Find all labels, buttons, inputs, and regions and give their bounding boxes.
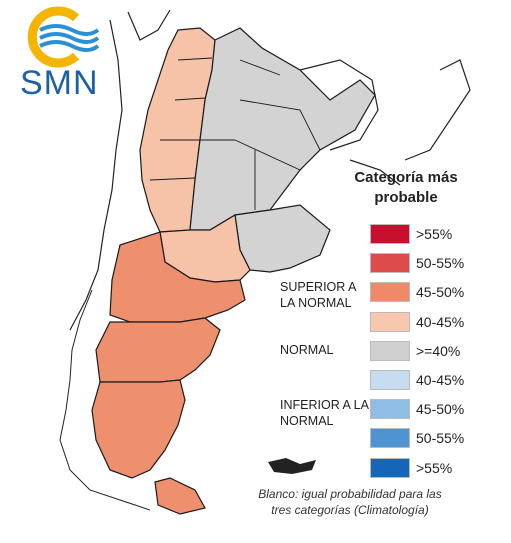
region-tierra-del-fuego — [154, 477, 206, 515]
legend-label: 50-55% — [416, 255, 465, 271]
region-pampeana — [234, 204, 331, 273]
province-borders — [149, 57, 321, 210]
region-patagonia-centro — [95, 317, 221, 383]
legend-swatch — [370, 341, 410, 361]
legend-normal-label: NORMAL — [280, 343, 334, 357]
legend-label: 40-45% — [416, 314, 465, 330]
legend-label: 45-50% — [416, 284, 465, 300]
legend-label: 50-55% — [416, 430, 465, 446]
chile-coast — [59, 289, 151, 511]
argentina-regions — [91, 27, 376, 515]
legend-swatch — [370, 224, 410, 244]
legend-label: >=40% — [416, 343, 461, 359]
smn-logo-icon — [27, 6, 100, 68]
legend-superior-label: SUPERIOR A LA NORMAL — [280, 280, 356, 310]
legend-label: >55% — [416, 460, 453, 476]
climatology-note: Blanco: igual probabilidad para las tres… — [258, 487, 442, 517]
legend-title: Categoría más probable — [354, 169, 458, 206]
malvinas-islands — [268, 458, 316, 474]
legend-swatch — [370, 428, 410, 448]
legend-swatch — [370, 253, 410, 273]
region-patagonia-sur — [91, 379, 186, 479]
neighbor-borders — [69, 9, 471, 331]
legend-swatch — [370, 312, 410, 332]
legend-swatch — [370, 399, 410, 419]
legend-swatch — [370, 370, 410, 390]
smn-logo-text: SMN — [20, 64, 99, 102]
legend-label: >55% — [416, 226, 453, 242]
legend-label: 40-45% — [416, 372, 465, 388]
region-norpatagonia — [109, 231, 246, 323]
legend-inferior-label: INFERIOR A LA NORMAL — [280, 398, 369, 428]
legend-label: 45-50% — [416, 401, 465, 417]
legend-swatch — [370, 282, 410, 302]
legend-swatch — [370, 458, 410, 478]
